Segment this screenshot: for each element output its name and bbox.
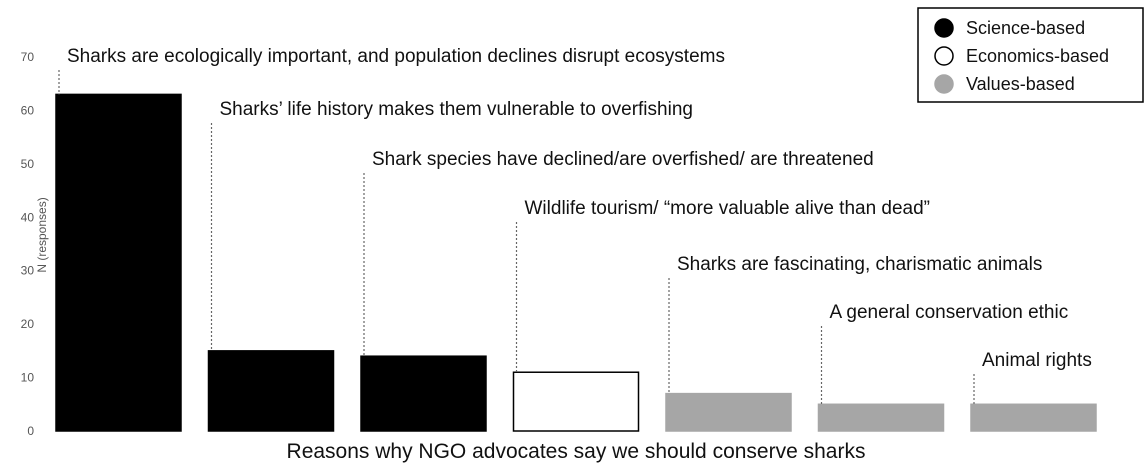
x-axis-label: Reasons why NGO advocates say we should … xyxy=(287,440,866,463)
bar xyxy=(665,392,792,432)
y-axis-ticks: 0 10 20 30 40 50 60 70 xyxy=(21,50,35,438)
bar xyxy=(512,371,640,432)
legend-box xyxy=(917,7,1144,103)
legend-label: Economics-based xyxy=(966,46,1109,66)
bar-label: Sharks’ life history makes them vulnerab… xyxy=(220,99,693,120)
bar-label: Sharks are ecologically important, and p… xyxy=(67,46,725,67)
bar-label: Sharks are fascinating, charismatic anim… xyxy=(677,254,1042,275)
y-tick-label: 0 xyxy=(27,424,34,438)
label-leader-lines xyxy=(58,70,975,405)
bar-label: A general conservation ethic xyxy=(830,302,1069,323)
bar xyxy=(207,350,335,432)
bar xyxy=(817,403,945,432)
y-tick-label: 40 xyxy=(21,210,35,224)
legend-marker xyxy=(934,18,954,38)
bars xyxy=(55,93,1097,432)
bar-label: Shark species have declined/are overfish… xyxy=(372,149,874,170)
y-axis-label: N (responses) xyxy=(35,197,49,272)
bar xyxy=(55,93,182,432)
legend-marker xyxy=(934,74,954,94)
bar-label: Animal rights xyxy=(982,350,1092,371)
y-tick-label: 60 xyxy=(21,103,35,117)
bar xyxy=(970,403,1097,432)
y-tick-label: 50 xyxy=(21,157,35,171)
y-tick-label: 10 xyxy=(21,371,35,385)
legend: Science-based Economics-based Values-based xyxy=(917,7,1144,103)
y-tick-label: 20 xyxy=(21,317,35,331)
legend-marker xyxy=(934,46,954,66)
legend-label: Values-based xyxy=(966,74,1075,94)
y-tick-label: 30 xyxy=(21,264,35,278)
bar xyxy=(360,355,487,432)
bar-label: Wildlife tourism/ “more valuable alive t… xyxy=(525,198,931,219)
bar-labels: Sharks are ecologically important, and p… xyxy=(67,46,1092,371)
y-tick-label: 70 xyxy=(21,50,35,64)
legend-label: Science-based xyxy=(966,18,1085,38)
